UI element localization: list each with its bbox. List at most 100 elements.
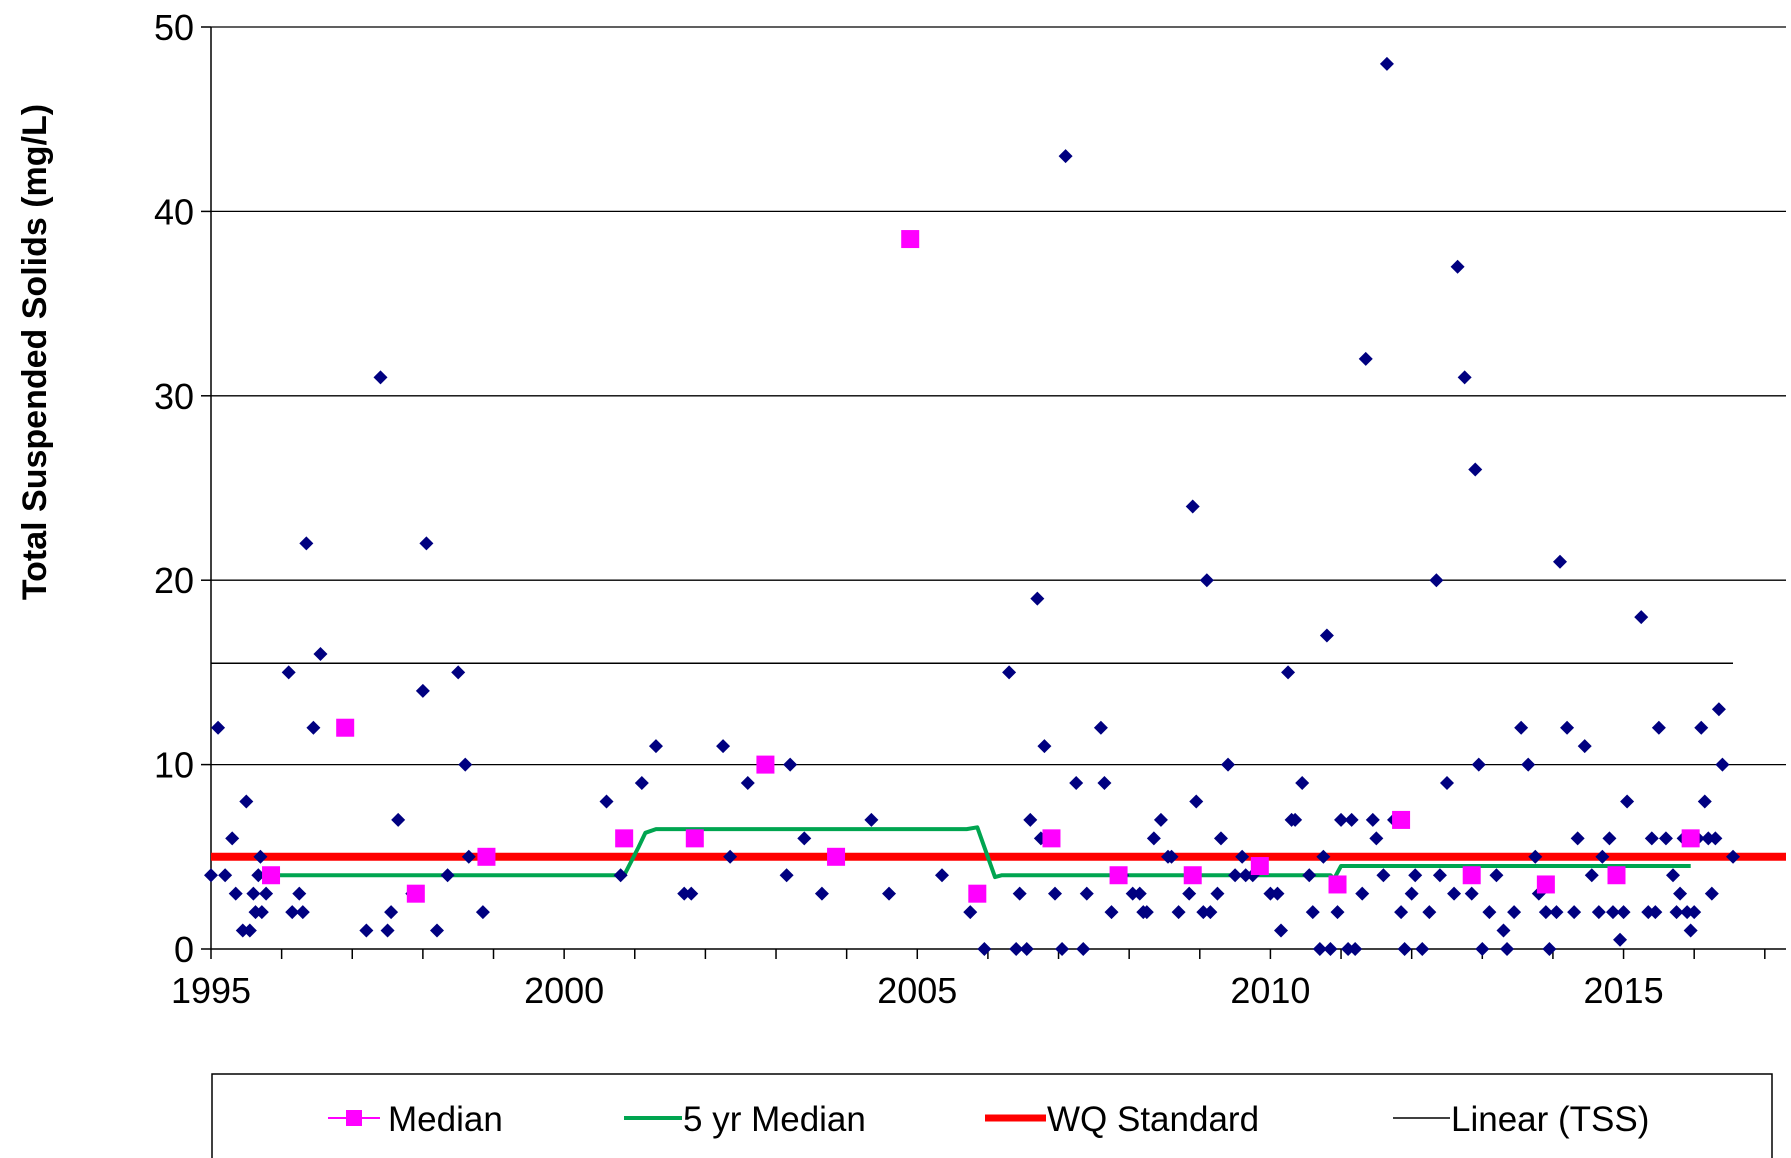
tss-point: [1701, 831, 1716, 846]
tss-point: [254, 905, 269, 920]
tss-point: [1482, 905, 1497, 920]
tss-point: [1620, 794, 1635, 809]
tss-point: [1185, 499, 1200, 514]
tss-point: [235, 923, 250, 938]
tss-point: [1521, 757, 1536, 772]
tss-point: [1037, 739, 1052, 754]
tss-point: [1139, 905, 1154, 920]
tss-point: [1507, 905, 1522, 920]
tss-point: [963, 905, 978, 920]
tss-point: [1708, 831, 1723, 846]
tss-point: [295, 905, 310, 920]
x-axis-ticks: 1995 2000 2005 2010 2015: [171, 949, 1766, 1011]
median-point: [1681, 829, 1700, 848]
median-point: [685, 829, 704, 848]
tss-point: [384, 905, 399, 920]
tss-series: [204, 56, 1741, 956]
tss-point: [1570, 831, 1585, 846]
tss-point: [1104, 905, 1119, 920]
tss-point: [451, 665, 466, 680]
median-point: [901, 230, 920, 249]
tss-point: [1394, 905, 1409, 920]
tss-point: [1019, 942, 1034, 956]
tss-point: [391, 812, 406, 827]
tss-point: [1153, 812, 1168, 827]
median-point: [336, 718, 355, 737]
tss-point: [1164, 849, 1179, 864]
tss-point: [292, 886, 307, 901]
y-axis-ticks: 0 10 20 30 40 50: [154, 7, 211, 970]
tss-point: [1404, 886, 1419, 901]
tss-point: [1715, 757, 1730, 772]
tss-point: [1457, 370, 1472, 385]
x-tick-label: 1995: [171, 970, 251, 1011]
tss-point: [1376, 868, 1391, 883]
tss-point: [1348, 942, 1363, 956]
tss-point: [313, 646, 328, 661]
tss-point: [1316, 849, 1331, 864]
tss-point: [1358, 351, 1373, 366]
tss-point: [1069, 776, 1084, 791]
tss-point: [1182, 886, 1197, 901]
median-point: [1462, 866, 1481, 885]
tss-point: [1429, 573, 1444, 588]
median-point: [1328, 875, 1347, 894]
tss-point: [1002, 665, 1017, 680]
tss-point: [1048, 886, 1063, 901]
tss-point: [281, 665, 296, 680]
tss-point: [1009, 942, 1024, 956]
y-axis-title: Total Suspended Solids (mg/L): [16, 104, 54, 600]
median-point: [756, 755, 775, 774]
tss-point: [1341, 942, 1356, 956]
tss-point: [1319, 628, 1334, 643]
tss-point: [1694, 720, 1709, 735]
tss-point: [461, 849, 476, 864]
tss-point: [1369, 831, 1384, 846]
tss-point: [1613, 932, 1628, 947]
legend-label-five-yr-median: 5 yr Median: [683, 1100, 866, 1139]
tss-point: [1500, 942, 1515, 956]
tss-point: [1221, 757, 1236, 772]
tss-point: [259, 886, 274, 901]
legend-item-linear-tss: Linear (TSS): [1393, 1100, 1649, 1139]
tss-point: [306, 720, 321, 735]
median-point: [1250, 857, 1269, 876]
median-point: [1607, 866, 1626, 885]
tss-point: [1146, 831, 1161, 846]
tss-point: [285, 905, 300, 920]
tss-point: [740, 776, 755, 791]
legend-label-linear-tss: Linear (TSS): [1451, 1100, 1649, 1139]
tss-point: [1584, 868, 1599, 883]
tss-point: [1355, 886, 1370, 901]
tss-point: [1263, 886, 1278, 901]
tss-point: [779, 868, 794, 883]
tss-point: [1471, 757, 1486, 772]
tss-point: [1567, 905, 1582, 920]
tss-point: [1726, 849, 1741, 864]
tss-point: [1658, 831, 1673, 846]
tss-point: [977, 942, 992, 956]
y-tick-label: 40: [154, 191, 194, 232]
legend-swatch-median-marker: [346, 1110, 362, 1126]
tss-point: [415, 683, 430, 698]
tss-point: [882, 886, 897, 901]
legend-item-median: Median: [328, 1100, 503, 1139]
tss-point: [864, 812, 879, 827]
legend-label-median: Median: [388, 1100, 503, 1139]
tss-point: [648, 739, 663, 754]
tss-point: [1281, 665, 1296, 680]
tss-point: [1344, 812, 1359, 827]
tss-point: [1274, 923, 1289, 938]
tss-point: [1228, 868, 1243, 883]
tss-point: [1093, 720, 1108, 735]
tss-point: [359, 923, 374, 938]
tss-point: [599, 794, 614, 809]
tss-point: [1697, 794, 1712, 809]
tss-point: [1213, 831, 1228, 846]
tss-point: [1450, 259, 1465, 274]
tss-point: [1468, 462, 1483, 477]
tss-point: [1605, 905, 1620, 920]
tss-point: [218, 868, 233, 883]
tss-point: [1634, 610, 1649, 625]
